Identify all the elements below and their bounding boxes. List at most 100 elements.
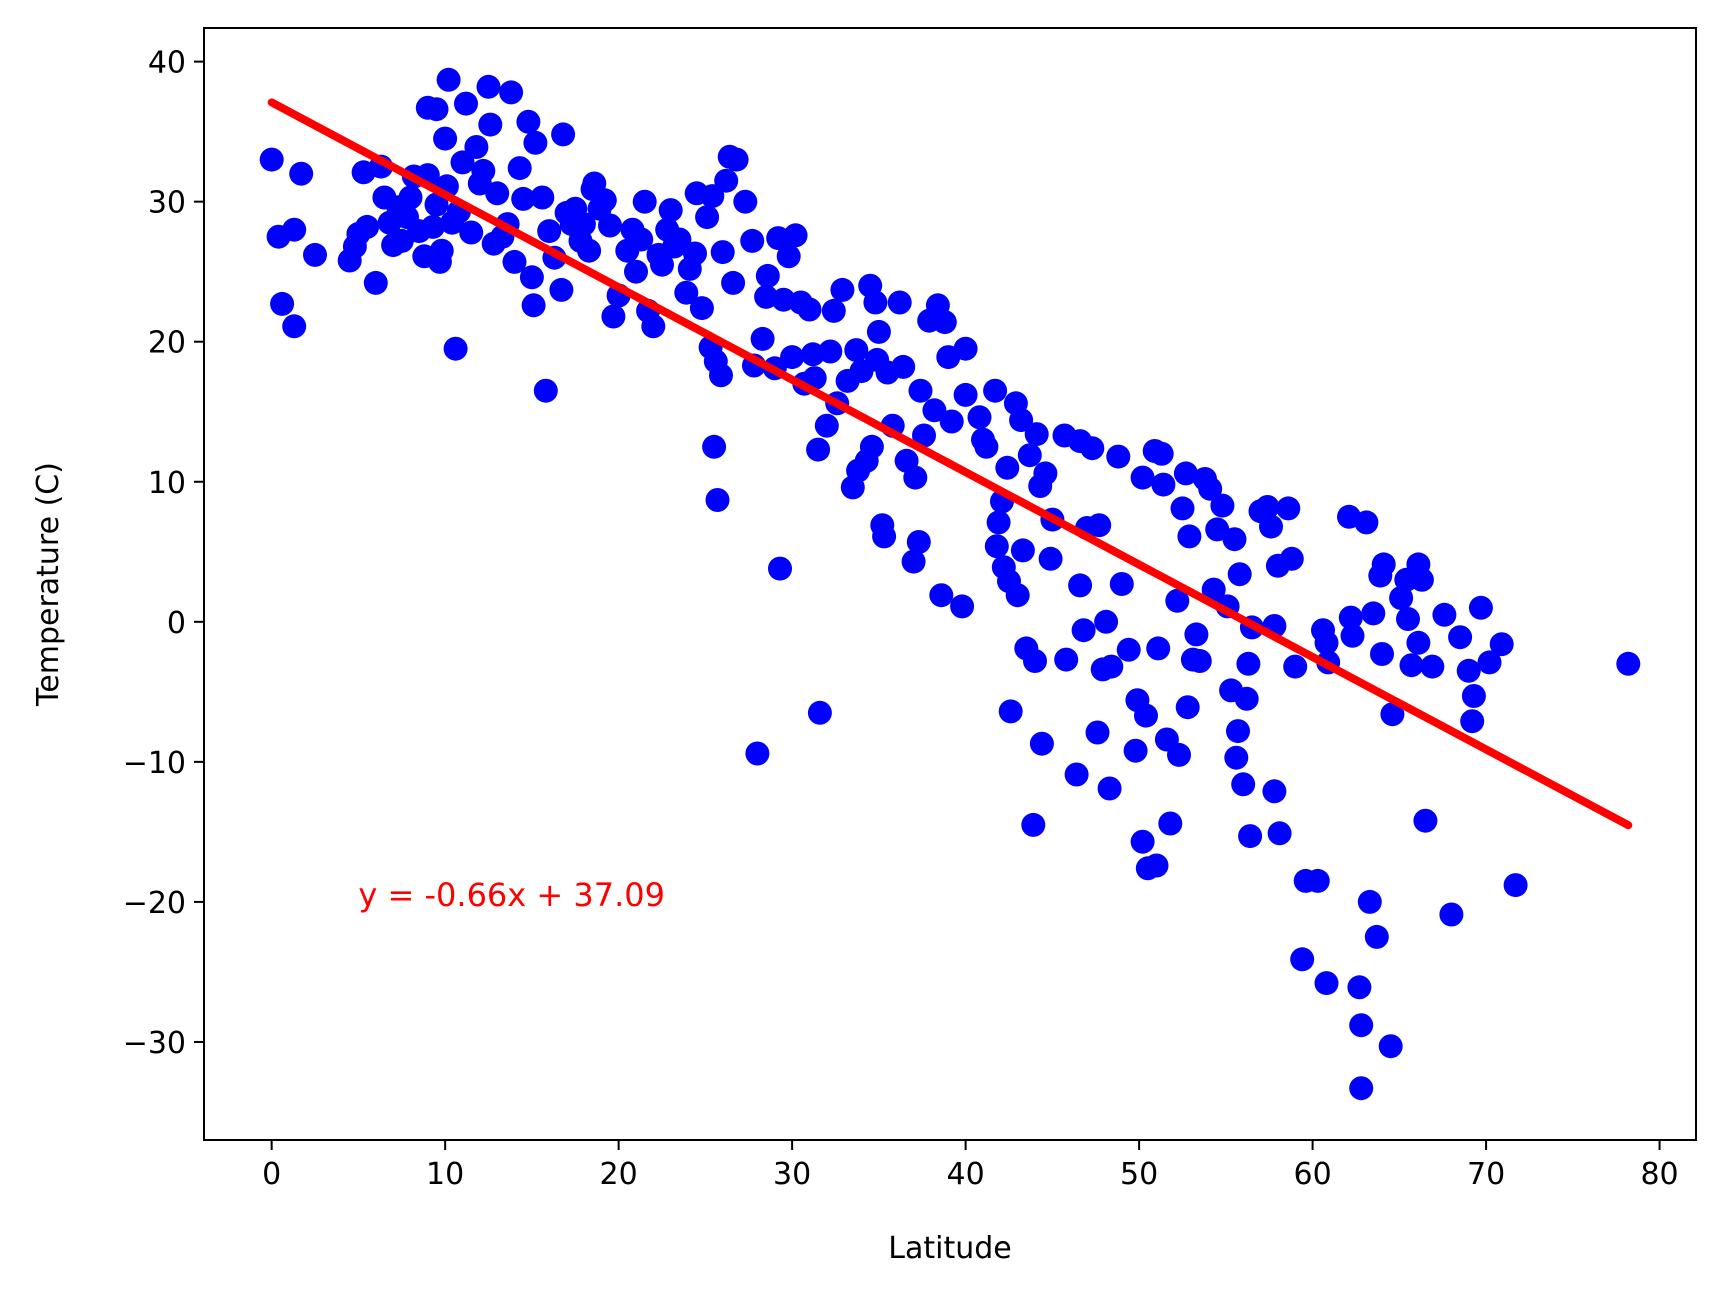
data-point <box>912 423 936 448</box>
data-point <box>1267 821 1292 846</box>
y-tick-label: −30 <box>123 1026 186 1061</box>
data-point <box>478 112 503 137</box>
data-point <box>689 296 714 321</box>
data-point <box>768 556 792 581</box>
data-point <box>1389 586 1414 610</box>
data-point <box>1276 496 1301 521</box>
y-tick-label: 20 <box>148 326 186 361</box>
data-point <box>1456 658 1481 683</box>
data-point <box>1009 408 1034 433</box>
data-point <box>1054 647 1079 672</box>
data-point <box>901 549 926 574</box>
data-point <box>1149 441 1174 466</box>
y-axis-label: Temperature (C) <box>31 462 66 707</box>
data-point <box>521 293 546 318</box>
data-point <box>1238 824 1263 849</box>
data-point <box>1406 630 1431 655</box>
data-point <box>1461 684 1486 708</box>
data-point <box>1123 738 1148 763</box>
data-point <box>783 223 808 248</box>
data-point <box>1489 632 1514 657</box>
data-point <box>1290 947 1315 972</box>
data-point <box>1460 709 1485 734</box>
data-point <box>1231 772 1256 797</box>
data-point <box>436 67 461 92</box>
y-tick-label: −10 <box>123 746 186 781</box>
data-point <box>476 74 501 99</box>
data-point <box>750 326 775 351</box>
x-tick-label: 60 <box>1293 1157 1331 1192</box>
data-point <box>523 130 548 155</box>
data-point <box>1314 630 1339 655</box>
data-point <box>1616 651 1641 676</box>
x-tick-label: 0 <box>262 1157 281 1192</box>
data-point <box>1439 902 1464 927</box>
data-point <box>1262 779 1287 804</box>
data-point <box>398 185 423 210</box>
x-tick-label: 30 <box>773 1157 811 1192</box>
data-point <box>667 227 692 252</box>
data-point <box>974 434 999 459</box>
data-point <box>549 277 574 302</box>
x-tick-label: 10 <box>426 1157 464 1192</box>
data-point <box>1071 618 1096 643</box>
data-point <box>502 249 527 274</box>
data-point <box>1409 567 1434 592</box>
data-point <box>1094 609 1119 634</box>
data-point <box>1167 742 1191 767</box>
data-point <box>887 290 912 315</box>
data-point <box>421 214 445 239</box>
data-point <box>721 270 746 295</box>
x-tick-label: 80 <box>1640 1157 1678 1192</box>
data-point <box>1503 873 1528 898</box>
data-point <box>355 214 380 239</box>
data-point <box>998 699 1023 724</box>
data-point <box>1234 686 1259 711</box>
data-point <box>1085 720 1110 745</box>
data-point <box>1347 975 1372 1000</box>
data-point <box>1380 702 1405 727</box>
data-point <box>1023 649 1047 673</box>
data-point <box>1080 436 1105 461</box>
data-point <box>995 455 1020 480</box>
data-point <box>537 219 562 244</box>
data-point <box>939 409 964 434</box>
data-point <box>1396 607 1420 631</box>
data-point <box>1130 829 1155 854</box>
data-point <box>511 186 536 211</box>
data-point <box>1340 623 1365 648</box>
data-point <box>745 741 770 766</box>
data-point <box>891 354 916 379</box>
data-point <box>1165 588 1190 613</box>
data-point <box>1399 653 1424 678</box>
data-point <box>363 270 388 295</box>
data-point <box>1259 514 1283 539</box>
data-point <box>859 434 884 459</box>
data-point <box>433 126 458 151</box>
data-point <box>429 238 454 263</box>
data-point <box>1144 853 1169 878</box>
plot-marks <box>259 67 1641 1101</box>
data-point <box>1378 1034 1403 1059</box>
data-point <box>1413 808 1438 833</box>
data-point <box>929 583 954 608</box>
data-point <box>1255 495 1280 519</box>
data-point <box>1420 654 1445 679</box>
data-point <box>807 700 832 725</box>
data-point <box>601 304 626 329</box>
data-point <box>632 189 657 214</box>
data-point <box>516 109 541 134</box>
data-point <box>282 217 307 242</box>
y-tick-label: 10 <box>148 466 186 501</box>
data-point <box>1173 461 1198 486</box>
data-point <box>821 298 846 323</box>
data-point <box>700 184 725 209</box>
data-point <box>1349 1076 1374 1101</box>
data-point <box>471 158 496 183</box>
data-point <box>454 91 478 116</box>
data-point <box>1184 622 1209 647</box>
data-point <box>1033 461 1058 486</box>
data-point <box>733 189 758 214</box>
data-point <box>1468 595 1493 620</box>
